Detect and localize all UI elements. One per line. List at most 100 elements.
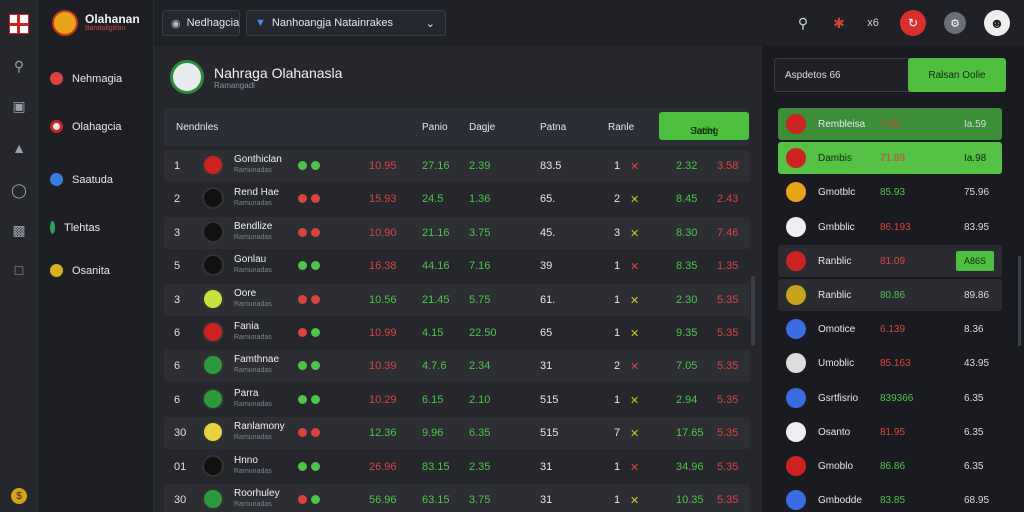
stat-cell: 61.: [540, 293, 556, 306]
score-value: 6.35: [964, 461, 984, 472]
odds-value: 85.93: [880, 187, 906, 199]
coin-icon[interactable]: $: [11, 488, 27, 504]
list-item[interactable]: Gmotblc 85.93 75.96: [778, 176, 1002, 208]
list-item[interactable]: Umoblic 85.163 43.95: [778, 347, 1002, 379]
column-header[interactable]: Panio: [422, 122, 448, 133]
monitor-icon[interactable]: ▩: [12, 221, 26, 238]
stat-cell: 26.96: [369, 460, 397, 473]
list-item[interactable]: Gsrtfisrio 839366 6.35: [778, 382, 1002, 414]
form-dot-icon: [311, 194, 320, 204]
form-indicators: [298, 294, 320, 304]
column-header[interactable]: Patna: [540, 122, 567, 133]
table-row[interactable]: 3 Bendlize Ramunadas 10.90 21.16 3.75 45. 3 8.30…: [164, 216, 750, 249]
stat-cell: 7.05: [676, 360, 698, 373]
stat-cell: 1.36: [469, 193, 491, 206]
globe-icon[interactable]: ◯: [11, 181, 27, 198]
team-crest-icon: [786, 319, 806, 340]
team-crest-icon: [786, 490, 806, 511]
list-item[interactable]: Gmbblic 86.193 83.95: [778, 211, 1002, 243]
select-button[interactable]: A86S: [956, 250, 994, 271]
form-indicators: [298, 428, 320, 438]
list-item[interactable]: Rembleisa 7.99 Ia.59: [778, 108, 1002, 140]
table-row[interactable]: 6 Fania Ramunadas 10.99 4.15 22.50 65 1 9.35 5.35…: [164, 317, 750, 349]
search-icon[interactable]: ⚲: [797, 14, 809, 31]
team-crest-icon: [786, 182, 806, 203]
stat-cell: 16.38: [369, 260, 397, 273]
search-icon[interactable]: ⚲: [13, 57, 25, 74]
stat-cell: 8.45: [676, 193, 698, 206]
avatar[interactable]: ☻: [984, 10, 1010, 36]
match-select[interactable]: ▼ Nanhoangja Natainrakes ⌄: [246, 10, 446, 36]
stat-cell: 10.90: [369, 226, 397, 239]
score-value: Ia.98: [964, 153, 987, 165]
right-panel-button[interactable]: Ralsan Oolie: [908, 58, 1006, 92]
column-header[interactable]: Nendnles: [176, 122, 219, 133]
notification-icon[interactable]: ↻: [900, 10, 926, 36]
table-row[interactable]: 6 Famthnae Ramunadas 10.39 4.7.6 2.34 31 2 7.05 5…: [164, 350, 750, 383]
settings-icon[interactable]: ⚙: [944, 12, 966, 34]
form-dot-icon: [298, 328, 307, 337]
flag-icon[interactable]: [9, 14, 29, 34]
sort-toggle-button[interactable]: Satihg Jacet: [659, 112, 749, 140]
table-row[interactable]: 2 Rend Hae Ramunadas 15.93 24.5 1.36 65. 2 8.45 2…: [164, 183, 750, 215]
list-item[interactable]: Ranblic 80.86 89.86: [778, 279, 1002, 311]
table-row[interactable]: 3 Oore Ramunadas 10.56 21.45 5.75 61. 1 2.30 5.35…: [164, 283, 750, 316]
marker-icon: ✕: [630, 495, 640, 507]
list-item[interactable]: Osanto 81.95 6.35: [778, 416, 1002, 448]
column-header[interactable]: Ranle: [608, 122, 635, 133]
odds-value: 83.85: [880, 495, 906, 507]
list-item[interactable]: Gmoblo 86.86 6.35: [778, 450, 1002, 482]
stat-cell: 5.35: [717, 360, 739, 373]
shield-icon: ▼: [255, 17, 266, 29]
form-indicators: [298, 328, 320, 337]
player-name: Parra: [234, 387, 259, 399]
stat-cell: 5.35: [717, 327, 739, 339]
sidebar-item-label: Tlehtas: [64, 221, 101, 234]
crest-icon[interactable]: ✱: [833, 14, 845, 31]
score-value: 43.95: [964, 358, 990, 370]
stat-cell: 2.10: [469, 393, 491, 406]
chevron-down-icon: ⌄: [425, 17, 435, 30]
shirt-icon[interactable]: ▲: [12, 140, 26, 156]
scrollbar[interactable]: [751, 276, 755, 346]
brand-name: Olahanan: [85, 12, 140, 26]
marker-icon: ✕: [630, 428, 640, 441]
list-item[interactable]: Dambis 71.89 Ia.98: [778, 142, 1002, 175]
team-crest-icon: [202, 454, 224, 477]
list-item[interactable]: Ranblic 81.09 A86S: [778, 244, 1002, 277]
sidebar-item-3[interactable]: Tlehtas: [50, 221, 100, 234]
sidebar-item-2[interactable]: Saatuda: [50, 173, 113, 186]
table-row[interactable]: 01 Hnno Ramunadas 26.96 83.15 2.35 31 1 34.96 5.3…: [164, 451, 750, 483]
stat-cell: 21.16: [422, 226, 450, 239]
sidebar-dot-icon: [50, 72, 63, 85]
form-indicators: [298, 194, 320, 204]
team-crest-icon: [786, 250, 806, 271]
stat-cell: 2.34: [469, 360, 491, 373]
odds-value: 6.139: [880, 324, 906, 336]
sidebar-item-1[interactable]: Olahagcia: [50, 120, 122, 133]
table-row[interactable]: 6 Parra Ramunadas 10.29 6.15 2.10 515 1 2.94 5.35…: [164, 384, 750, 416]
stat-cell: 65.: [540, 193, 556, 206]
column-header[interactable]: Dagje: [469, 122, 496, 133]
table-row[interactable]: 5 Gonlau Ramunadas 16.38 44.16 7.16 39 1 8.35 1.3…: [164, 250, 750, 282]
box-icon[interactable]: ▣: [12, 97, 26, 114]
stat-cell: 3: [614, 226, 621, 239]
window-icon[interactable]: □: [14, 262, 24, 278]
rank-cell: 5: [174, 260, 181, 273]
brand[interactable]: Olahanan Barataligitlan: [52, 10, 140, 36]
team-crest-icon: [202, 321, 224, 343]
scrollbar[interactable]: [1018, 256, 1021, 346]
list-item[interactable]: Gmbodde 83.85 68.95: [778, 484, 1002, 512]
table-row[interactable]: 30 Roorhuley Ramunadas 56.96 63.15 3.75 31 1 10.…: [164, 484, 750, 512]
stat-cell: 2.94: [676, 393, 698, 406]
table-row[interactable]: 1 Gonthiclan Ramunadas 10.95 27.16 2.39 83.5 1 2…: [164, 150, 750, 182]
stat-cell: 3.75: [469, 226, 491, 239]
sidebar-item-0[interactable]: Nehmagia: [50, 72, 122, 85]
rank-cell: 3: [174, 226, 181, 239]
league-select[interactable]: ◉ Nedhagcia: [162, 10, 240, 36]
table-row[interactable]: 30 Ranlamony Ramunadas 12.36 9.96 6.35 515 7 17.…: [164, 417, 750, 450]
sidebar-item-4[interactable]: Osanita: [50, 264, 110, 277]
list-item[interactable]: Omotice 6.139 8.36: [778, 313, 1002, 345]
team-crest-icon: [202, 154, 224, 176]
stat-cell: 2.35: [469, 460, 491, 473]
